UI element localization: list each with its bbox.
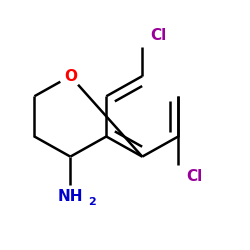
Text: O: O [64,68,77,84]
Text: 2: 2 [88,197,96,207]
Text: Cl: Cl [150,28,166,43]
Text: Cl: Cl [186,169,202,184]
Text: NH: NH [58,190,83,204]
